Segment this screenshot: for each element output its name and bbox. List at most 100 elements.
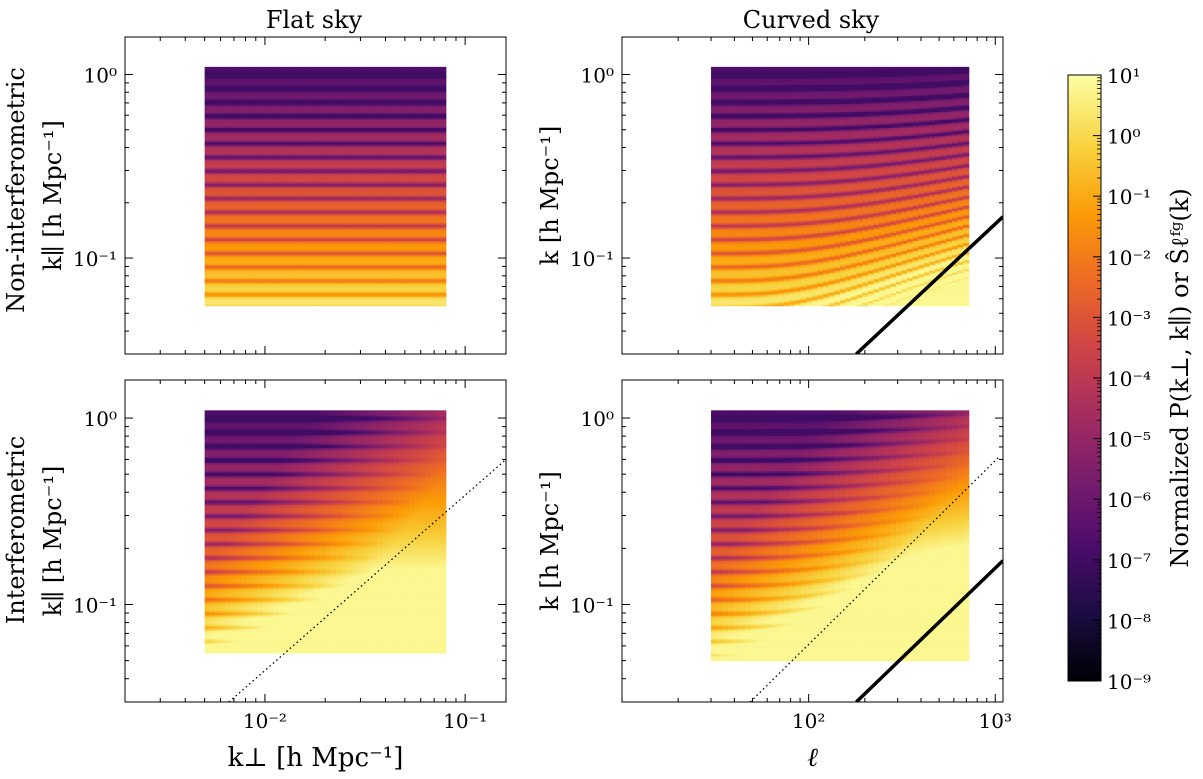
heat-cell xyxy=(278,184,284,187)
heat-cell xyxy=(325,288,332,291)
heat-cell xyxy=(314,178,321,181)
heat-cell xyxy=(230,273,237,277)
heat-cell xyxy=(267,195,274,199)
heat-cell xyxy=(278,242,284,245)
heat-cell xyxy=(272,210,279,213)
heat-cell xyxy=(367,227,373,230)
heat-cell xyxy=(215,214,221,218)
heat-cell xyxy=(251,288,258,291)
heat-cell xyxy=(419,192,426,195)
heat-cell xyxy=(361,272,368,275)
heat-cell xyxy=(220,143,227,146)
heat-cell xyxy=(236,132,242,135)
heat-cell xyxy=(335,163,342,167)
heat-cell xyxy=(409,296,415,299)
heat-cell xyxy=(346,135,352,138)
heat-cell xyxy=(414,146,421,149)
heat-cell xyxy=(204,203,211,206)
heat-cell xyxy=(220,251,227,254)
heat-cell xyxy=(272,262,279,265)
heat-cell xyxy=(230,186,237,189)
heat-cell xyxy=(382,176,389,179)
heat-cell xyxy=(267,148,274,151)
heat-cell xyxy=(356,304,363,307)
heat-cell xyxy=(398,170,405,173)
heat-cell xyxy=(440,205,447,208)
heat-cell xyxy=(225,294,232,297)
heat-cell xyxy=(330,267,337,270)
heat-cell xyxy=(267,261,274,264)
heat-cell xyxy=(314,221,321,224)
heat-cell xyxy=(325,200,332,203)
heat-cell xyxy=(204,302,211,305)
heat-cell xyxy=(293,175,300,178)
heat-cell xyxy=(241,292,248,296)
heat-cell xyxy=(388,304,394,307)
heat-cell xyxy=(251,230,258,234)
heat-cell xyxy=(246,281,253,284)
heat-cell xyxy=(340,304,347,307)
heat-cell xyxy=(351,261,358,264)
heat-cell xyxy=(440,251,447,254)
heat-cell xyxy=(230,242,237,245)
heat-cell xyxy=(220,148,227,151)
heat-cell xyxy=(409,299,415,302)
heat-cell xyxy=(204,221,211,224)
heat-cell xyxy=(414,242,421,245)
heat-cell xyxy=(398,300,405,304)
heat-cell xyxy=(314,167,321,170)
heat-cell xyxy=(367,280,373,283)
heat-cell xyxy=(361,140,368,143)
heat-cell xyxy=(283,288,290,291)
heat-cell xyxy=(414,224,421,227)
heat-cell xyxy=(319,144,326,148)
heat-cell xyxy=(299,168,305,171)
heat-cell xyxy=(393,178,400,181)
heat-cell xyxy=(430,183,436,186)
heat-cell xyxy=(319,175,326,178)
heat-cell xyxy=(246,259,253,262)
heat-cell xyxy=(361,146,368,149)
heat-cell xyxy=(236,269,242,272)
heat-cell xyxy=(340,144,347,148)
heat-cell xyxy=(278,171,284,175)
heat-cell xyxy=(246,148,253,151)
heat-cell xyxy=(356,213,363,216)
heat-cell xyxy=(361,253,368,256)
heat-cell xyxy=(398,251,405,254)
heat-cell xyxy=(209,200,216,203)
heat-cell xyxy=(288,156,295,159)
heat-cell xyxy=(361,144,368,148)
heat-cell xyxy=(424,152,431,156)
heat-cell xyxy=(293,224,300,227)
heat-cell xyxy=(283,160,290,163)
heat-cell xyxy=(215,216,221,219)
heat-cell xyxy=(319,146,326,149)
heat-cell xyxy=(225,304,232,307)
heat-cell xyxy=(430,243,436,246)
heat-cell xyxy=(419,216,426,219)
heat-cell xyxy=(398,246,405,249)
heat-cell xyxy=(204,175,211,178)
heat-cell xyxy=(309,159,316,162)
heat-cell xyxy=(409,251,415,254)
heat-cell xyxy=(409,168,415,171)
heat-cell xyxy=(204,265,211,269)
heat-cell xyxy=(267,227,274,230)
heat-cell xyxy=(236,202,242,205)
heat-cell xyxy=(309,167,316,170)
heat-cell xyxy=(335,151,342,154)
heat-cell xyxy=(267,160,274,163)
heat-cell xyxy=(419,149,426,152)
heat-cell xyxy=(409,141,415,144)
heat-cell xyxy=(299,219,305,222)
heat-cell xyxy=(377,181,384,184)
heat-cell xyxy=(230,132,237,135)
heat-cell xyxy=(346,159,352,162)
heat-cell xyxy=(319,248,326,251)
heat-cell xyxy=(283,200,290,203)
heat-cell xyxy=(257,249,263,253)
heat-cell xyxy=(215,205,221,208)
heat-cell xyxy=(346,300,352,304)
heat-cell xyxy=(361,230,368,234)
